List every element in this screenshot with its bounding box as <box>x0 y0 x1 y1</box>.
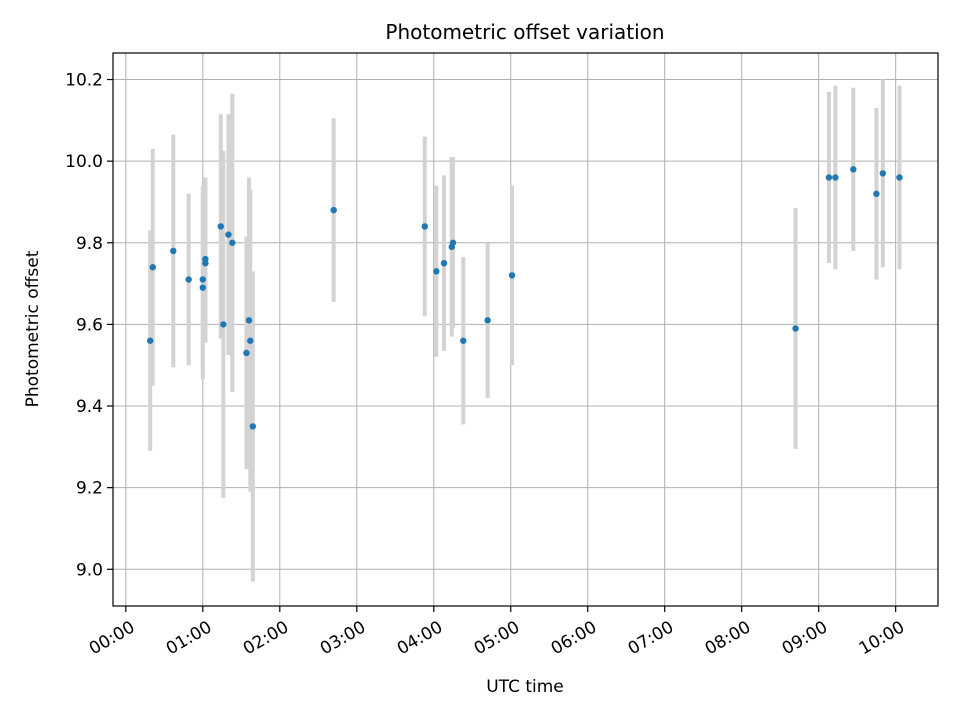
data-point <box>225 231 232 238</box>
data-point <box>460 337 467 344</box>
data-point <box>433 268 440 275</box>
data-point <box>508 272 516 279</box>
data-point <box>147 337 154 344</box>
data-point <box>873 190 880 198</box>
y-tick-label: 9.0 <box>76 560 103 580</box>
y-tick-label: 9.2 <box>76 479 103 499</box>
y-axis-label: Photometric offset <box>23 250 43 407</box>
data-points <box>147 166 903 430</box>
data-point <box>243 349 250 357</box>
y-tick-label: 9.4 <box>76 397 103 417</box>
data-point <box>330 206 337 214</box>
data-point <box>832 174 839 181</box>
grid <box>113 53 938 606</box>
data-point <box>170 247 177 255</box>
y-tick-label: 10.0 <box>65 152 103 172</box>
data-point <box>449 239 457 246</box>
data-point <box>217 223 224 230</box>
data-point <box>247 337 254 344</box>
data-point <box>825 174 833 181</box>
y-axis-ticks: 9.0 9.2 9.4 9.6 9.8 10.0 10.2 <box>65 71 113 580</box>
data-point <box>896 174 903 181</box>
data-point <box>185 276 192 283</box>
y-tick-label: 10.2 <box>65 71 103 91</box>
data-point <box>850 166 857 173</box>
data-point <box>229 239 236 246</box>
chart-title: Photometric offset variation <box>385 20 664 44</box>
data-point <box>792 325 799 332</box>
plot-frame <box>112 52 939 607</box>
data-point <box>199 276 207 283</box>
y-tick-label: 9.6 <box>76 315 103 335</box>
data-point <box>202 259 209 267</box>
data-point <box>245 317 253 324</box>
data-point <box>220 321 227 328</box>
y-tick-label: 9.8 <box>76 234 103 254</box>
data-point <box>440 259 448 267</box>
data-point <box>484 317 491 324</box>
data-point <box>199 284 207 291</box>
data-point <box>879 170 887 177</box>
data-point <box>421 223 428 230</box>
data-point <box>149 264 156 271</box>
data-point <box>249 423 257 430</box>
x-axis-label: UTC time <box>486 677 564 697</box>
